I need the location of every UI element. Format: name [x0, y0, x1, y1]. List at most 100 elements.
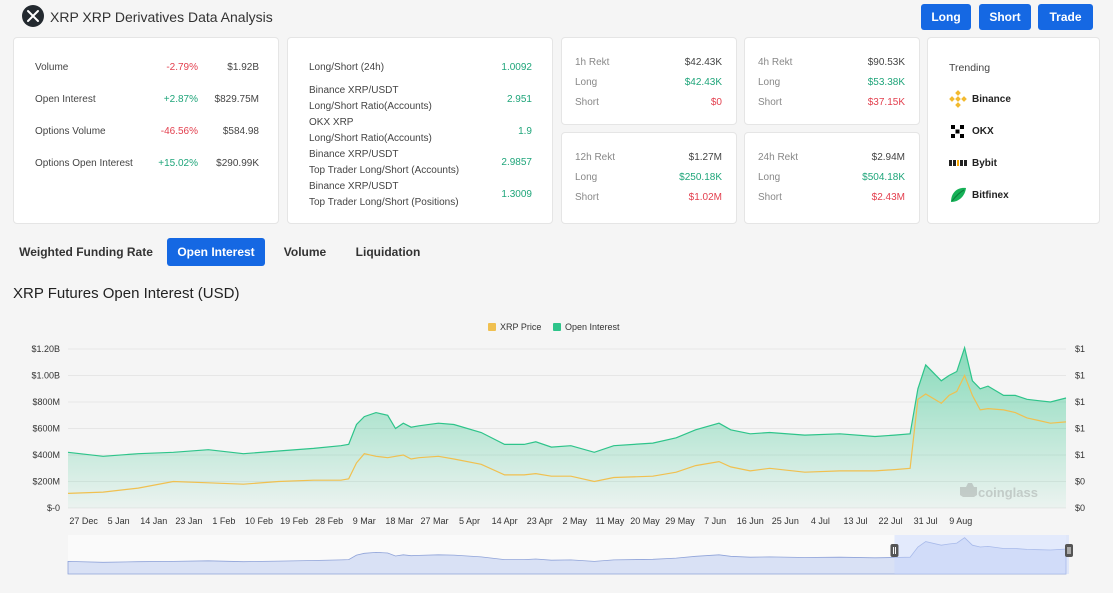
long-button[interactable]: Long	[921, 4, 971, 30]
ratio-value: 1.3009	[501, 189, 532, 200]
ratio-label: Binance XRP/USDT	[309, 181, 399, 192]
tab-volume[interactable]: Volume	[283, 245, 327, 259]
stat-change: +2.87%	[163, 94, 198, 105]
x-tick-label: 5 Apr	[459, 516, 480, 526]
trending-card: Trending Binance OKX Bybit Bitfinex	[927, 37, 1100, 224]
y-axis-left: $-0 $200M $400M $600M $800M $1.00B $1.20B	[31, 344, 60, 513]
stat-label: Options Open Interest	[35, 158, 133, 169]
ratio-label: Long/Short (24h)	[309, 62, 385, 73]
chart-legend[interactable]: XRP Price Open Interest	[488, 322, 620, 332]
navigator-selection	[894, 535, 1069, 574]
rekt-short-value: $2.43M	[871, 192, 905, 203]
ratio-sublabel: Top Trader Long/Short (Accounts)	[309, 165, 460, 176]
okx-icon	[951, 125, 964, 138]
trending-item-label: OKX	[972, 126, 994, 137]
x-tick-label: 4 Jul	[811, 516, 830, 526]
stat-change: +15.02%	[158, 158, 198, 169]
x-tick-label: 10 Feb	[245, 516, 273, 526]
stat-value: $1.92B	[227, 62, 259, 73]
trending-item-bybit[interactable]: Bybit	[949, 154, 1089, 172]
trending-item-bitfinex[interactable]: Bitfinex	[949, 186, 1089, 204]
tab-weighted-funding-rate[interactable]: Weighted Funding Rate	[19, 245, 153, 259]
xrp-price-line	[67, 374, 1067, 494]
x-tick-label: 20 May	[630, 516, 660, 526]
long-short-ratios-card: Long/Short (24h) 1.0092 Binance XRP/USDT…	[287, 37, 553, 224]
tab-open-interest[interactable]: Open Interest	[167, 238, 265, 266]
watermark-text: coinglass	[978, 485, 1038, 500]
navigator-handle-left	[890, 544, 899, 557]
x-tick-label: 22 Jul	[879, 516, 903, 526]
stat-change: -46.56%	[160, 126, 198, 137]
stat-label: Open Interest	[35, 94, 96, 105]
y-right-tick-label: $1	[1075, 371, 1085, 381]
stat-label: Options Volume	[35, 126, 106, 137]
x-tick-label: 18 Mar	[385, 516, 413, 526]
x-tick-label: 14 Apr	[492, 516, 518, 526]
rekt-long-value: $42.43K	[684, 77, 722, 88]
tab-liquidation[interactable]: Liquidation	[355, 245, 421, 259]
x-tick-label: 28 Feb	[315, 516, 343, 526]
y-right-tick-label: $0	[1075, 503, 1085, 513]
y-tick-label: $-0	[47, 503, 60, 513]
rekt-long-label: Long	[758, 172, 781, 183]
rekt-long-label: Long	[575, 77, 598, 88]
ratio-value: 1.9	[518, 126, 532, 137]
x-axis: 27 Dec 5 Jan 14 Jan 23 Jan 1 Feb 10 Feb 19 Feb…	[69, 516, 972, 526]
x-tick-label: 31 Jul	[914, 516, 938, 526]
stat-label: Volume	[35, 62, 69, 73]
coinglass-watermark: coinglass	[960, 483, 1038, 500]
rekt-short-value: $37.15K	[867, 97, 905, 108]
open-interest-chart: $-0$200M$400M$600M$800M$1.00B$1.20B $0$0…	[31, 322, 1085, 575]
ratio-label: Binance XRP/USDT	[309, 149, 399, 160]
trending-item-binance[interactable]: Binance	[949, 90, 1089, 108]
legend-swatch-open-interest	[553, 323, 561, 331]
trending-item-okx[interactable]: OKX	[949, 122, 1089, 140]
y-tick-label: $600M	[32, 424, 60, 434]
rekt-total: $90.53K	[867, 57, 905, 68]
x-tick-label: 19 Feb	[280, 516, 308, 526]
x-tick-label: 11 May	[595, 516, 624, 526]
x-tick-label: 16 Jun	[737, 516, 764, 526]
legend-swatch-price	[488, 323, 496, 331]
y-tick-label: $1.20B	[31, 344, 60, 354]
rekt-short-value: $1.02M	[688, 192, 722, 203]
bitfinex-icon	[951, 187, 966, 202]
stat-value: $584.98	[222, 126, 259, 137]
rekt-long-value: $250.18K	[679, 172, 722, 183]
binance-icon	[949, 90, 967, 108]
chart-title: XRP Futures Open Interest (USD)	[13, 285, 240, 302]
stat-value: $290.99K	[216, 158, 259, 169]
y-tick-label: $1.00B	[31, 371, 60, 381]
legend-label-price: XRP Price	[500, 322, 541, 332]
rekt-short-label: Short	[575, 97, 599, 108]
rekt-card-12h: 12h Rekt $1.27M Long $250.18K Short $1.0…	[561, 132, 737, 224]
rekt-period: 1h Rekt	[575, 57, 610, 68]
y-right-tick-label: $0	[1075, 477, 1085, 487]
x-tick-label: 13 Jul	[843, 516, 867, 526]
rekt-card-24h: 24h Rekt $2.94M Long $504.18K Short $2.4…	[744, 132, 920, 224]
trending-item-label: Binance	[972, 94, 1011, 105]
trade-button[interactable]: Trade	[1038, 4, 1093, 30]
x-tick-label: 14 Jan	[140, 516, 167, 526]
x-tick-label: 23 Apr	[527, 516, 553, 526]
ratio-value: 1.0092	[501, 62, 532, 73]
x-tick-label: 1 Feb	[212, 516, 235, 526]
x-tick-label: 23 Jan	[175, 516, 202, 526]
rekt-card-1h: 1h Rekt $42.43K Long $42.43K Short $0	[561, 37, 737, 125]
rekt-total: $42.43K	[684, 57, 722, 68]
range-navigator[interactable]	[67, 535, 1073, 575]
navigator-series	[67, 537, 1067, 575]
legend-label-open-interest: Open Interest	[565, 322, 620, 332]
short-button[interactable]: Short	[979, 4, 1031, 30]
rekt-short-value: $0	[710, 97, 722, 108]
rekt-card-4h: 4h Rekt $90.53K Long $53.38K Short $37.1…	[744, 37, 920, 125]
y-tick-label: $200M	[32, 477, 60, 487]
open-interest-area	[68, 347, 1066, 508]
rekt-short-label: Short	[575, 192, 599, 203]
rekt-long-value: $504.18K	[862, 172, 905, 183]
open-interest-line	[67, 345, 1067, 457]
market-stats-card: Volume -2.79% $1.92B Open Interest +2.87…	[13, 37, 279, 224]
ratio-value: 2.9857	[501, 157, 532, 168]
y-right-tick-label: $1	[1075, 344, 1085, 354]
ratio-label: OKX XRP	[309, 117, 354, 128]
